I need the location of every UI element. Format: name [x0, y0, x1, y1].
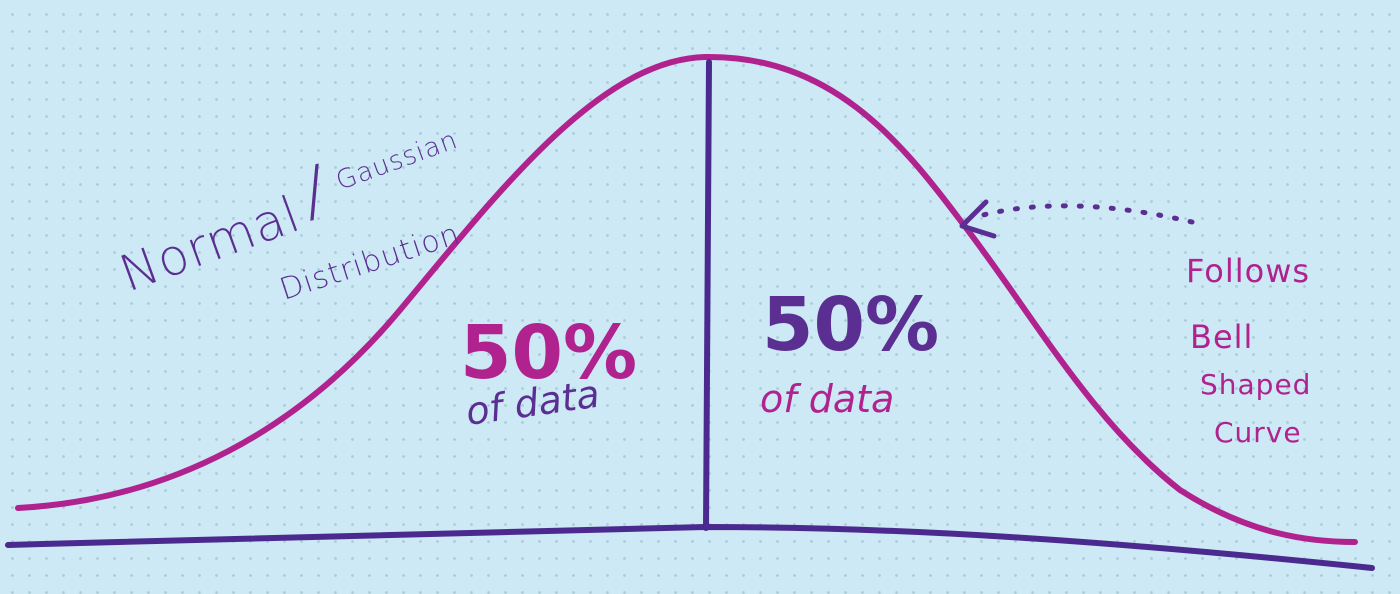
bell-curve — [15, 53, 1358, 545]
left-region-label: 50% of data — [460, 310, 637, 434]
diagram-title: Normal / Gaussian Distribution — [112, 125, 464, 308]
right-caption: of data — [760, 377, 894, 421]
right-percent: 50% — [762, 282, 939, 368]
arrow-dotted-line — [969, 203, 1195, 225]
annotation-line-3: Shaped — [1200, 368, 1311, 401]
annotation-line-2: Bell — [1190, 318, 1253, 356]
annotation-line-4: Curve — [1214, 416, 1302, 449]
annotation-arrow — [959, 199, 1195, 239]
annotation-line-1: Follows — [1186, 252, 1310, 290]
right-region-label: 50% of data — [760, 282, 939, 421]
title-word-gaussian: Gaussian — [332, 125, 462, 197]
annotation-text: Follows Bell Shaped Curve — [1186, 252, 1311, 449]
x-axis-line — [5, 523, 1375, 571]
left-percent: 50% — [460, 310, 637, 396]
title-separator: / — [295, 151, 333, 231]
mean-line — [703, 59, 712, 531]
arrow-head-icon — [959, 199, 997, 239]
